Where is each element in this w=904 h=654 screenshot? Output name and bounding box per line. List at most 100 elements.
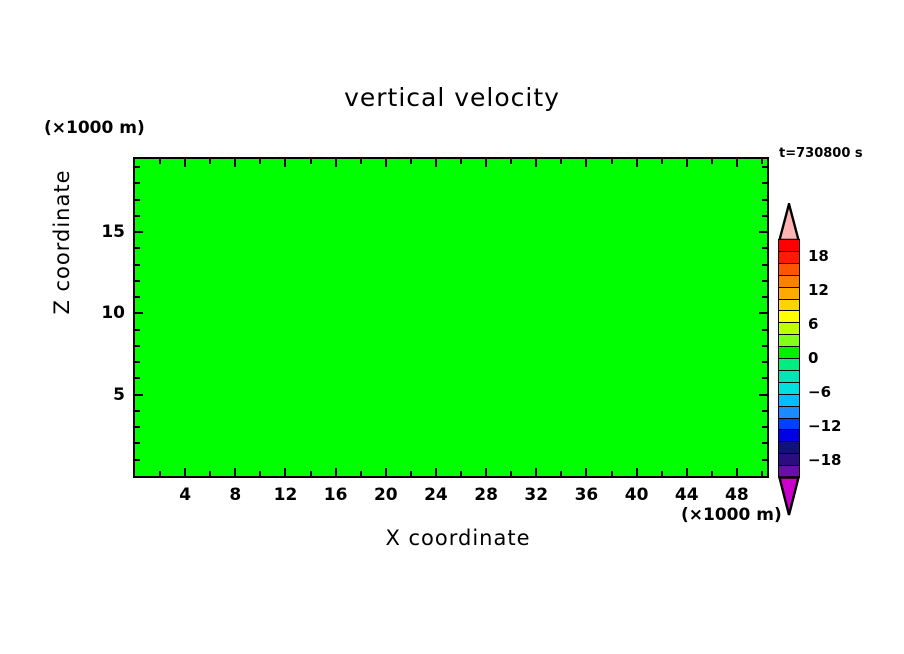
x-units-label: (×1000 m) <box>681 505 782 525</box>
y-tick-minor <box>762 166 767 169</box>
x-tick-minor <box>259 159 262 164</box>
y-tick-minor <box>762 344 767 347</box>
colorbar <box>778 203 800 516</box>
y-tick-minor <box>135 361 140 364</box>
x-tick-label: 12 <box>273 485 298 505</box>
y-tick-minor <box>762 247 767 250</box>
x-tick <box>535 159 538 167</box>
colorbar-under-arrow <box>778 476 800 516</box>
y-tick <box>135 312 143 315</box>
y-tick <box>135 231 143 234</box>
y-tick-minor <box>135 426 140 429</box>
x-tick <box>485 159 488 167</box>
x-tick-minor <box>710 159 713 164</box>
x-tick-minor <box>510 471 513 476</box>
colorbar-tick-label: 18 <box>808 247 829 265</box>
x-tick-label: 36 <box>574 485 599 505</box>
chart-title-text: vertical velocity <box>344 83 560 112</box>
page-title: vertical velocity <box>0 83 904 112</box>
x-tick-minor <box>159 159 162 164</box>
x-tick <box>735 468 738 476</box>
y-tick-minor <box>762 442 767 445</box>
x-axis-label: X coordinate <box>385 526 531 550</box>
colorbar-tick-label: 0 <box>808 349 819 367</box>
x-tick-label: 44 <box>674 485 699 505</box>
x-tick-minor <box>460 471 463 476</box>
x-tick-label: 40 <box>624 485 649 505</box>
x-tick-minor <box>760 159 763 164</box>
x-tick <box>334 159 337 167</box>
y-tick-minor <box>135 182 140 185</box>
y-tick <box>759 312 767 315</box>
x-tick <box>234 468 237 476</box>
x-tick-minor <box>460 159 463 164</box>
x-tick-minor <box>610 471 613 476</box>
colorbar-tick-label: 12 <box>808 281 829 299</box>
contour-field <box>135 159 767 476</box>
x-tick <box>585 159 588 167</box>
x-tick <box>384 468 387 476</box>
y-tick-minor <box>135 214 140 217</box>
x-tick-label: 24 <box>424 485 448 505</box>
x-tick-minor <box>710 471 713 476</box>
x-tick-label: 48 <box>725 485 749 505</box>
y-tick-minor <box>762 361 767 364</box>
x-tick-minor <box>309 159 312 164</box>
z-units-label: (×1000 m) <box>44 118 145 138</box>
y-tick-minor <box>135 344 140 347</box>
y-tick-minor <box>762 458 767 461</box>
x-tick-label: 28 <box>474 485 498 505</box>
y-tick-minor <box>135 198 140 201</box>
y-tick-minor <box>135 409 140 412</box>
y-tick-minor <box>762 426 767 429</box>
y-tick-minor <box>135 442 140 445</box>
colorbar-tick-label: −18 <box>808 451 842 469</box>
y-tick-minor <box>135 263 140 266</box>
x-tick-minor <box>560 159 563 164</box>
x-tick-label: 32 <box>524 485 549 505</box>
x-tick-minor <box>409 159 412 164</box>
x-tick-minor <box>259 471 262 476</box>
y-tick-minor <box>135 458 140 461</box>
colorbar-tick-label: −12 <box>808 417 842 435</box>
x-tick <box>434 468 437 476</box>
x-tick <box>284 159 287 167</box>
y-tick-minor <box>135 279 140 282</box>
x-tick-minor <box>209 471 212 476</box>
y-tick-label: 10 <box>101 303 125 324</box>
x-tick <box>485 468 488 476</box>
x-tick-minor <box>660 471 663 476</box>
x-tick-minor <box>359 159 362 164</box>
y-tick-minor <box>762 296 767 299</box>
x-tick-minor <box>309 471 312 476</box>
x-tick <box>284 468 287 476</box>
y-axis-label: Z coordinate <box>50 169 74 315</box>
y-tick-minor <box>135 328 140 331</box>
y-tick-minor <box>762 377 767 380</box>
x-tick <box>585 468 588 476</box>
x-tick-minor <box>209 159 212 164</box>
y-tick-label: 5 <box>113 384 125 405</box>
y-tick-minor <box>135 247 140 250</box>
y-tick-minor <box>762 328 767 331</box>
x-tick <box>685 468 688 476</box>
x-tick <box>635 468 638 476</box>
x-tick <box>334 468 337 476</box>
x-tick <box>735 159 738 167</box>
x-tick-label: 8 <box>229 485 242 505</box>
x-tick <box>685 159 688 167</box>
x-tick-minor <box>159 471 162 476</box>
y-tick-minor <box>762 279 767 282</box>
x-tick-minor <box>560 471 563 476</box>
y-tick-label: 15 <box>101 222 125 243</box>
y-tick-minor <box>762 182 767 185</box>
y-tick-minor <box>762 198 767 201</box>
x-tick <box>535 468 538 476</box>
y-tick <box>135 393 143 396</box>
x-tick <box>635 159 638 167</box>
x-tick-minor <box>610 159 613 164</box>
x-tick-minor <box>660 159 663 164</box>
x-tick <box>184 159 187 167</box>
y-tick-minor <box>762 214 767 217</box>
